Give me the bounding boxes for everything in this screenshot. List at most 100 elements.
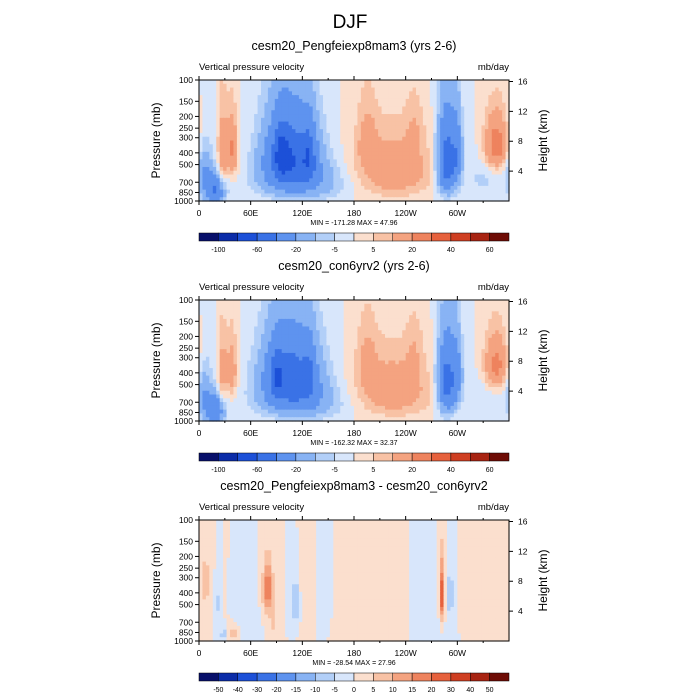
- field-cell: [391, 379, 396, 384]
- field-cell: [457, 318, 462, 324]
- field-cell: [436, 102, 441, 108]
- field-cell: [302, 360, 307, 365]
- field-cell: [447, 163, 452, 168]
- field-cell: [329, 307, 334, 312]
- field-cell: [216, 110, 221, 115]
- field-cell: [319, 151, 324, 157]
- field-cell: [281, 163, 286, 168]
- field-cell: [216, 303, 221, 309]
- field-cell: [419, 136, 424, 142]
- field-cell: [281, 356, 286, 362]
- field-cell: [298, 114, 303, 119]
- field-cell: [402, 307, 407, 312]
- field-cell: [209, 337, 214, 343]
- colorbar-swatch: [295, 232, 316, 242]
- field-cell: [478, 334, 483, 339]
- field-cell: [357, 189, 362, 195]
- field-cell: [367, 322, 372, 328]
- field-cell: [478, 307, 483, 312]
- field-cell: [329, 178, 334, 183]
- field-cell: [319, 159, 324, 164]
- field-cell: [343, 334, 348, 339]
- field-cell: [498, 117, 503, 123]
- field-cell: [257, 159, 262, 164]
- field-cell: [395, 311, 400, 316]
- field-cell: [416, 132, 421, 138]
- field-cell: [360, 371, 365, 377]
- field-cell: [416, 315, 421, 320]
- field-cell: [450, 166, 455, 172]
- field-cell: [257, 300, 262, 305]
- field-cell: [205, 197, 210, 202]
- height-tick-label: 16: [518, 76, 528, 86]
- field-cell: [364, 159, 369, 164]
- field-cell: [412, 129, 417, 134]
- field-cell: [350, 326, 355, 331]
- field-cell: [502, 185, 507, 191]
- field-cell: [398, 318, 403, 324]
- field-cell: [484, 311, 489, 316]
- field-cell: [360, 98, 365, 104]
- field-cell: [223, 117, 228, 123]
- height-tick-label: 8: [518, 136, 523, 146]
- field-cell: [267, 379, 272, 384]
- field-cell: [474, 174, 479, 179]
- field-cell: [326, 352, 331, 358]
- field-cell: [202, 322, 207, 328]
- field-cell: [278, 170, 283, 176]
- field-cell: [295, 360, 300, 365]
- field-cell: [202, 98, 207, 104]
- field-cell: [312, 136, 317, 142]
- field-cell: [495, 174, 500, 179]
- field-cell: [409, 132, 414, 138]
- field-cell: [336, 87, 341, 92]
- field-cell: [230, 114, 235, 119]
- field-cell: [254, 356, 259, 362]
- field-cell: [288, 318, 293, 324]
- field-cell: [230, 102, 235, 108]
- field-cell: [429, 360, 434, 365]
- field-cell: [309, 121, 314, 126]
- field-cell: [205, 345, 210, 350]
- field-cell: [350, 364, 355, 369]
- field-cell: [498, 364, 503, 369]
- field-cell: [223, 163, 228, 168]
- field-cell: [443, 318, 448, 324]
- field-cell: [312, 189, 317, 195]
- field-cell: [436, 155, 441, 161]
- field-cell: [484, 303, 489, 309]
- field-cell: [360, 368, 365, 373]
- field-cell: [264, 356, 269, 362]
- field-cell: [326, 83, 331, 89]
- field-cell: [292, 110, 297, 115]
- field-cell: [267, 364, 272, 369]
- field-cell: [471, 360, 476, 365]
- field-cell: [336, 106, 341, 111]
- field-cell: [495, 375, 500, 381]
- field-cell: [405, 163, 410, 168]
- field-cell: [488, 132, 493, 138]
- field-cell: [243, 121, 248, 126]
- field-cell: [371, 98, 376, 104]
- field-cell: [247, 352, 252, 358]
- field-cell: [484, 345, 489, 350]
- field-cell: [212, 330, 217, 335]
- field-cell: [333, 322, 338, 328]
- field-cell: [505, 345, 510, 350]
- field-cell: [429, 364, 434, 369]
- field-cell: [223, 114, 228, 119]
- field-cell: [378, 140, 383, 145]
- field-cell: [360, 356, 365, 362]
- field-cell: [302, 318, 307, 324]
- field-cell: [343, 106, 348, 111]
- field-cell: [357, 315, 362, 320]
- field-cell: [309, 330, 314, 335]
- field-cell: [340, 379, 345, 384]
- field-cell: [467, 178, 472, 183]
- field-cell: [236, 174, 241, 179]
- field-cell: [467, 102, 472, 108]
- field-cell: [288, 330, 293, 335]
- field-cell: [347, 114, 352, 119]
- field-cell: [223, 300, 228, 305]
- field-cell: [292, 132, 297, 138]
